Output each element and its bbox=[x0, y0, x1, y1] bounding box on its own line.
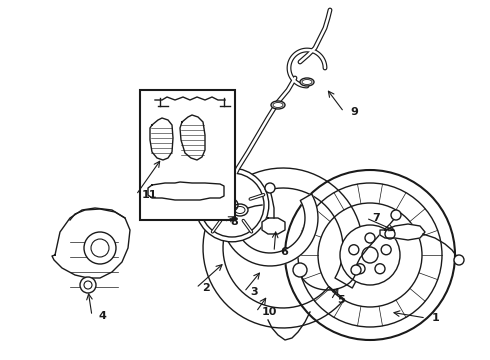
Text: 5: 5 bbox=[337, 295, 344, 305]
Circle shape bbox=[265, 183, 275, 193]
Polygon shape bbox=[380, 224, 425, 240]
Text: 3: 3 bbox=[250, 287, 258, 297]
Ellipse shape bbox=[232, 204, 248, 216]
Ellipse shape bbox=[300, 78, 314, 86]
Text: 9: 9 bbox=[350, 107, 358, 117]
Ellipse shape bbox=[271, 101, 285, 109]
Circle shape bbox=[80, 277, 96, 293]
Text: 10: 10 bbox=[262, 307, 277, 317]
Text: 2: 2 bbox=[202, 283, 210, 293]
Circle shape bbox=[195, 168, 269, 242]
Polygon shape bbox=[148, 182, 224, 200]
Circle shape bbox=[454, 255, 464, 265]
Polygon shape bbox=[203, 168, 363, 328]
Circle shape bbox=[391, 210, 401, 220]
Circle shape bbox=[200, 173, 264, 237]
Polygon shape bbox=[180, 115, 205, 160]
Text: 11: 11 bbox=[142, 190, 157, 200]
Bar bbox=[140, 90, 235, 220]
Polygon shape bbox=[222, 194, 318, 266]
Text: 7: 7 bbox=[372, 213, 380, 223]
Text: 4: 4 bbox=[98, 311, 106, 321]
Text: 1: 1 bbox=[432, 313, 440, 323]
Circle shape bbox=[293, 263, 307, 277]
Circle shape bbox=[340, 225, 400, 285]
Circle shape bbox=[351, 265, 361, 275]
Polygon shape bbox=[262, 218, 285, 234]
Circle shape bbox=[84, 232, 116, 264]
Text: 6: 6 bbox=[280, 247, 288, 257]
Text: 8: 8 bbox=[230, 217, 238, 227]
Polygon shape bbox=[150, 118, 173, 160]
Polygon shape bbox=[52, 208, 130, 278]
